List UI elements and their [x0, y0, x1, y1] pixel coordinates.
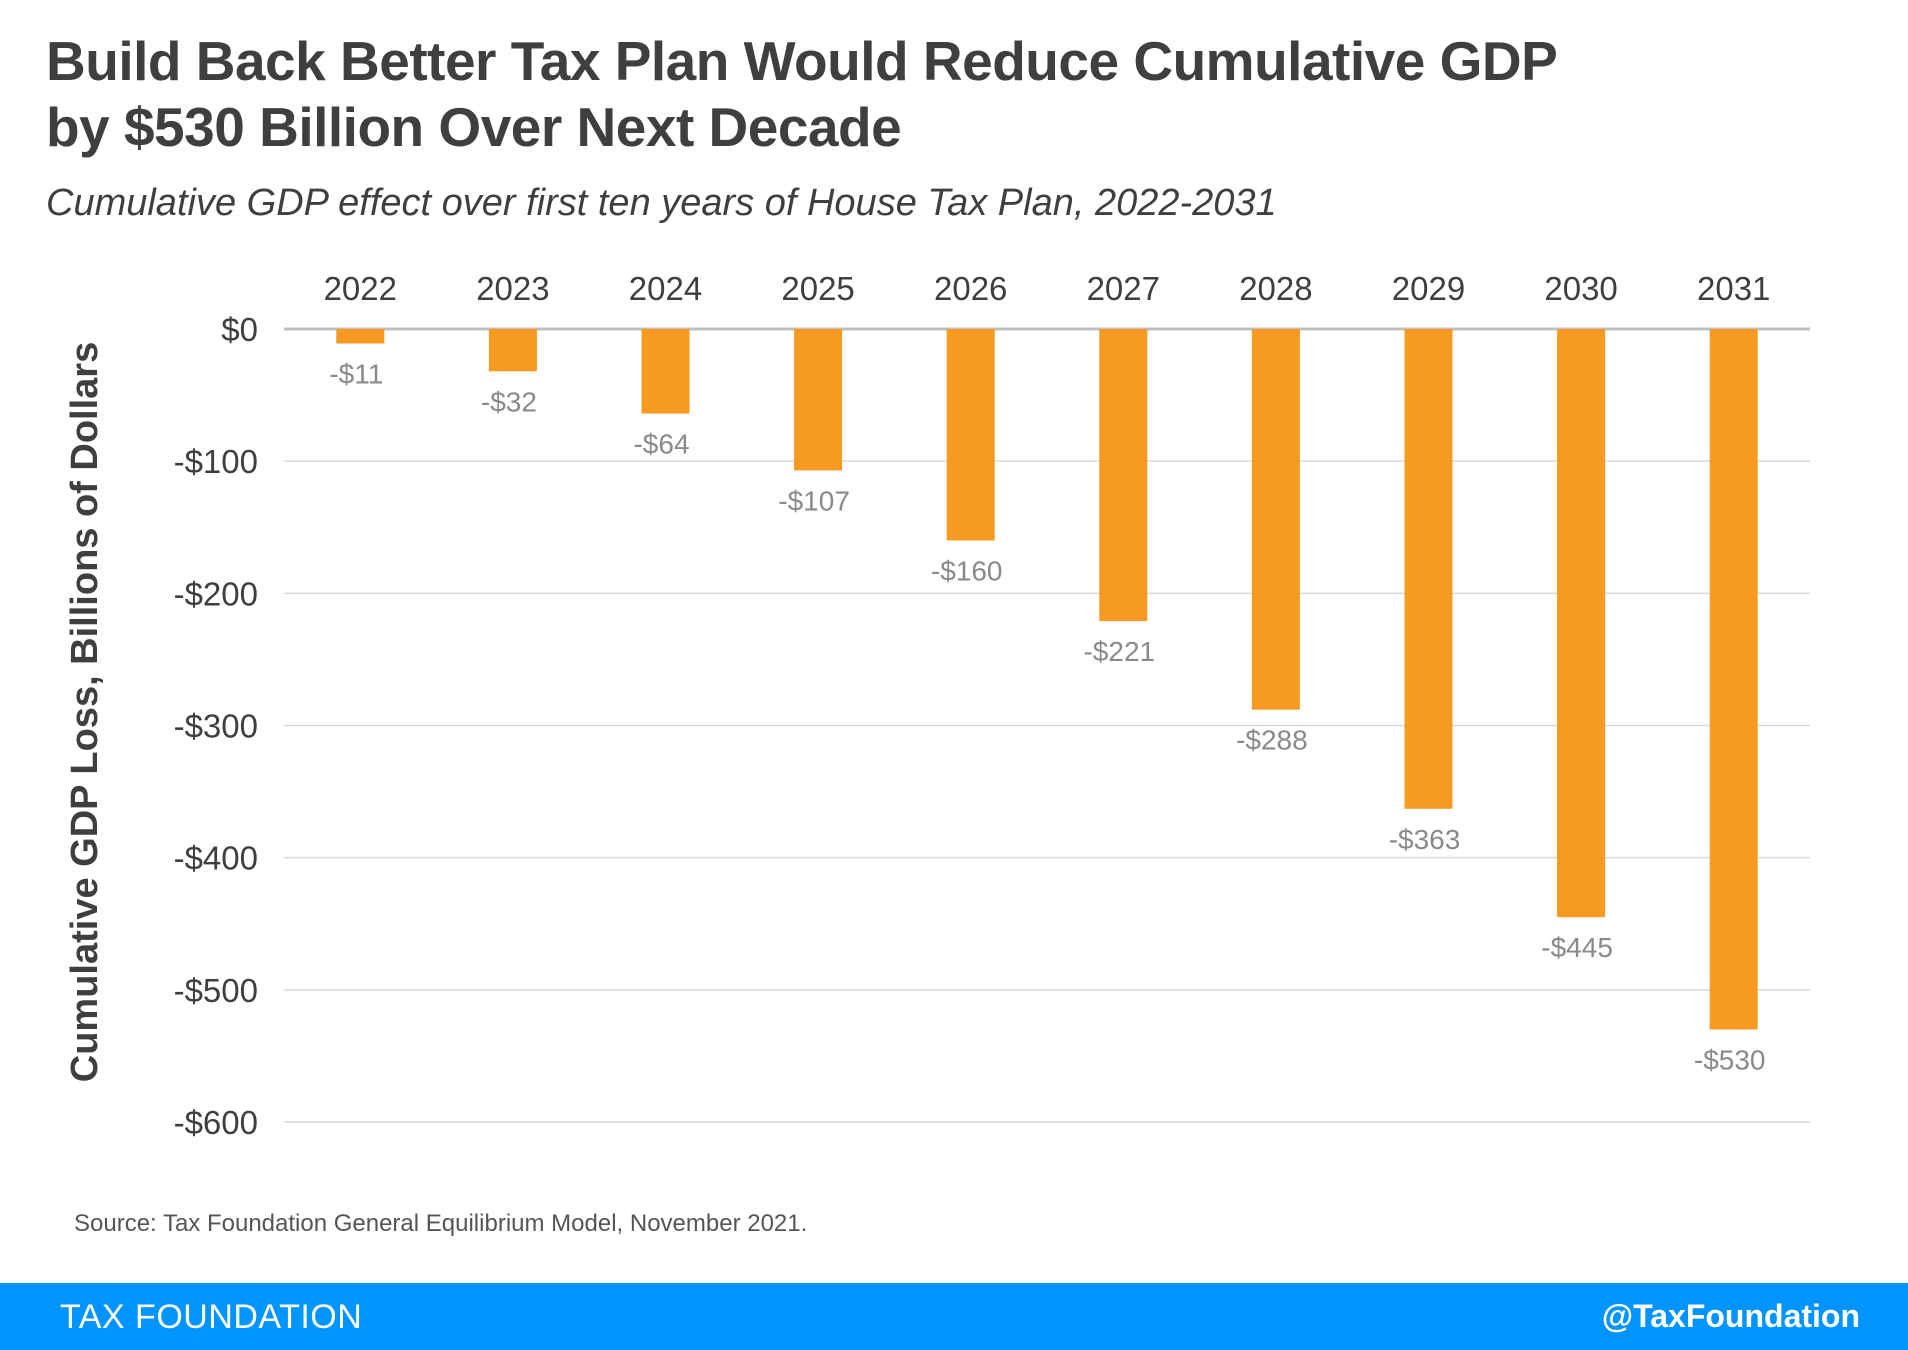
bar-2024	[641, 329, 690, 414]
data-label: -$530	[1694, 1044, 1766, 1075]
x-category-label: 2026	[934, 270, 1007, 307]
bar-2028	[1251, 329, 1300, 710]
data-label: -$445	[1541, 932, 1613, 963]
data-label: -$107	[778, 485, 850, 516]
bar-2030	[1557, 329, 1606, 918]
footer-brand: TAX FOUNDATION	[60, 1298, 363, 1336]
footer-bar: TAX FOUNDATION @TaxFoundation	[0, 1283, 1908, 1350]
source-note: Source: Tax Foundation General Equilibri…	[74, 1210, 808, 1237]
x-category-label: 2022	[324, 270, 397, 307]
x-category-label: 2024	[629, 270, 702, 307]
data-label: -$32	[481, 386, 537, 417]
footer-handle: @TaxFoundation	[1601, 1298, 1860, 1334]
x-category-label: 2023	[476, 270, 549, 307]
x-category-label: 2031	[1697, 270, 1770, 307]
y-tick-label: -$300	[174, 708, 258, 745]
bar-chart: $0-$100-$200-$300-$400-$500-$600 2022 202…	[64, 270, 1810, 1141]
bar-2031	[1709, 329, 1758, 1030]
bar-2023	[488, 329, 537, 372]
y-tick-label: -$400	[174, 840, 258, 877]
x-category-label: 2029	[1392, 270, 1465, 307]
bars	[336, 329, 1758, 1030]
data-label: -$64	[633, 429, 689, 460]
x-category-labels: 2022 2023 2024 2025 2026 2027 2028 2029 2030 2031	[324, 270, 1771, 307]
bar-2022	[336, 329, 385, 344]
bar-2029	[1404, 329, 1453, 809]
chart-title-line-2: by $530 Billion Over Next Decade	[46, 96, 902, 158]
chart-title-line-1: Build Back Better Tax Plan Would Reduce …	[46, 30, 1558, 92]
data-label: -$11	[329, 359, 383, 390]
x-category-label: 2025	[781, 270, 854, 307]
gridlines	[284, 327, 1810, 1123]
x-category-label: 2028	[1239, 270, 1312, 307]
data-label: -$160	[931, 555, 1003, 586]
y-tick-label: -$200	[174, 575, 258, 612]
data-label: -$363	[1389, 824, 1461, 855]
data-labels: -$11 -$32 -$64 -$107 -$160 -$221 -$288 -$363 -$4…	[329, 359, 1765, 1076]
y-tick-labels: $0 -$100 -$200 -$300 -$400 -$500 -$600	[174, 311, 258, 1141]
y-tick-label: -$100	[174, 443, 258, 480]
data-label: -$288	[1236, 725, 1308, 756]
y-tick-label: $0	[221, 311, 258, 348]
x-category-label: 2027	[1087, 270, 1160, 307]
chart-subtitle: Cumulative GDP effect over first ten yea…	[46, 182, 1277, 224]
x-category-label: 2030	[1544, 270, 1617, 307]
y-tick-label: -$600	[174, 1104, 258, 1141]
chart-title: Build Back Better Tax Plan Would Reduce …	[46, 28, 1746, 160]
y-axis-label: Cumulative GDP Loss, Billions of Dollars	[64, 342, 106, 1082]
y-tick-label: -$500	[174, 972, 258, 1009]
data-label: -$221	[1083, 636, 1155, 667]
bar-2027	[1099, 329, 1148, 622]
bar-2026	[946, 329, 995, 541]
bar-2025	[794, 329, 843, 471]
